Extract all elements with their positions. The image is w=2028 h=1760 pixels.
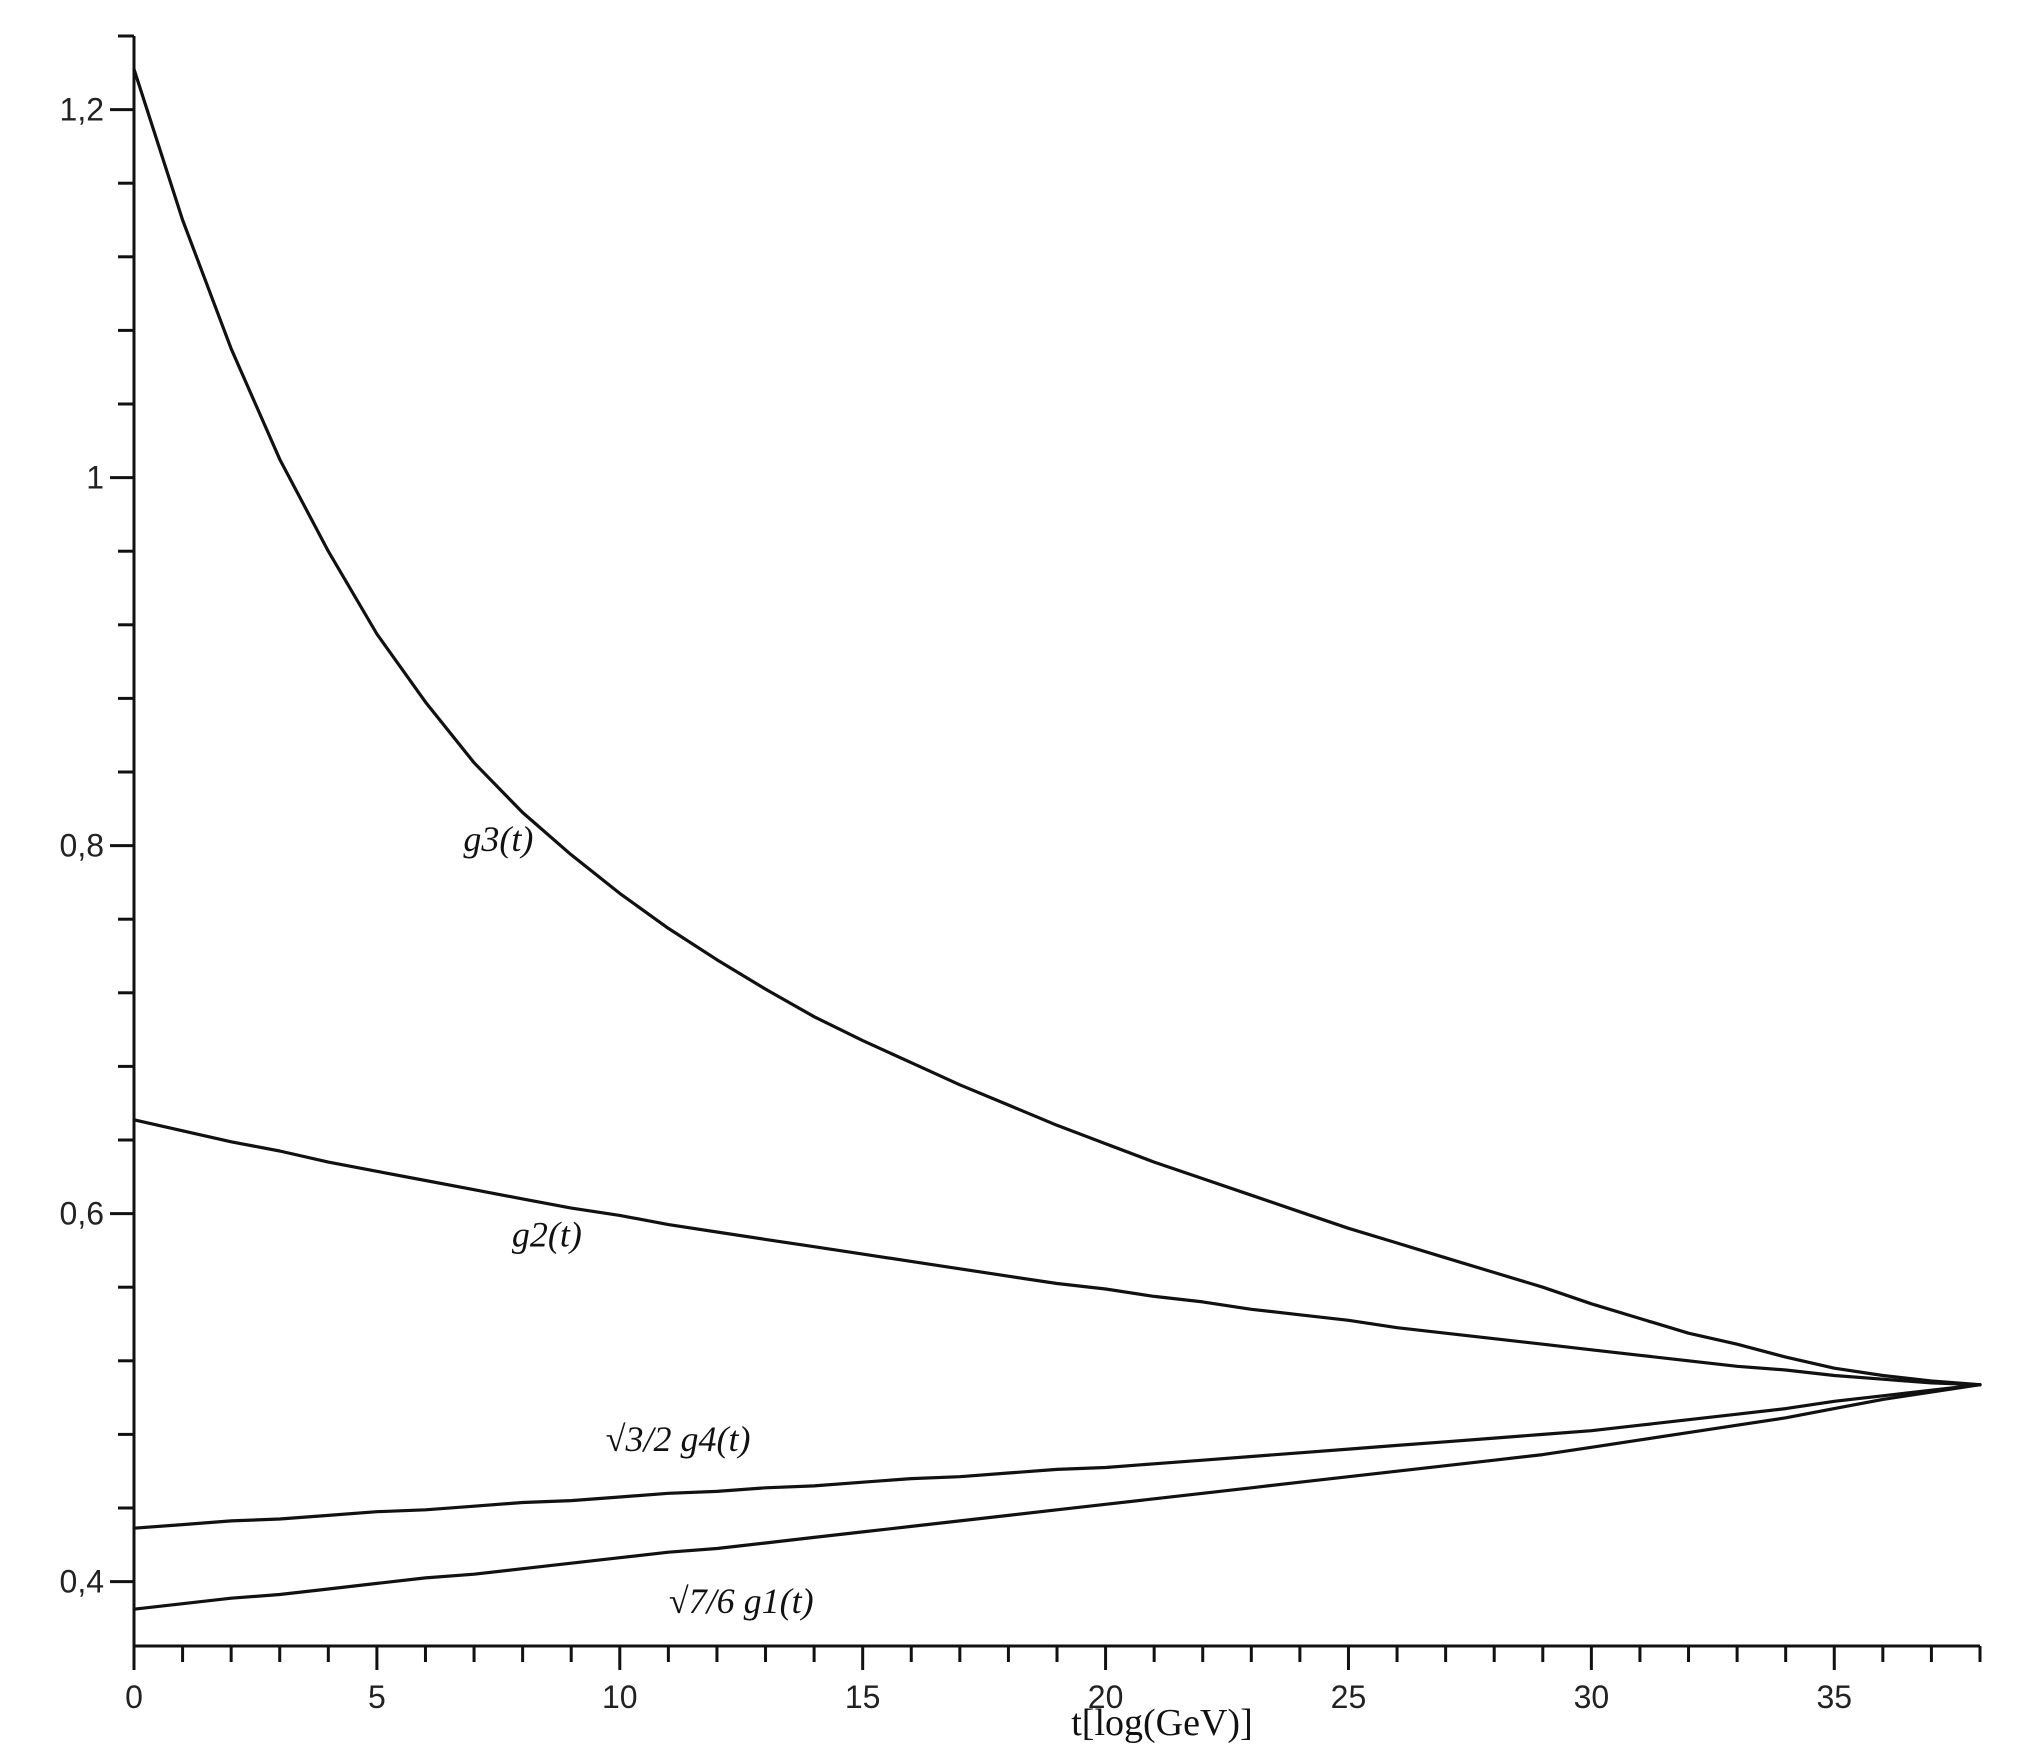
series-label-2: g2(t) <box>512 1215 582 1255</box>
y-tick-label: 1 <box>86 460 104 496</box>
x-tick-label: 15 <box>845 1679 881 1715</box>
series-line-3 <box>132 1383 1982 1530</box>
x-tick-label: 20 <box>1088 1679 1124 1715</box>
series-label-3: √3/2 g4(t) <box>606 1419 751 1459</box>
x-tick-label: 35 <box>1816 1679 1852 1715</box>
x-tick-label: 5 <box>368 1679 386 1715</box>
series-label-4: √7/6 g1(t) <box>669 1581 814 1621</box>
x-axis-label: t[log(GeV)] <box>1071 1702 1252 1744</box>
axes: 0 5 10 15 20 25 30 35 0,4 0,6 0,8 1 1,2 <box>60 34 1982 1715</box>
x-tick-label: 0 <box>125 1679 143 1715</box>
x-tick-label: 25 <box>1331 1679 1367 1715</box>
y-tick-label: 0,4 <box>60 1564 104 1600</box>
y-tick-label: 1,2 <box>60 92 104 128</box>
series-line-4 <box>132 1383 1982 1611</box>
series-labels: g3(t) g2(t) √3/2 g4(t) √7/6 g1(t) <box>463 819 813 1621</box>
x-tick-label: 10 <box>602 1679 638 1715</box>
y-tick-label: 0,6 <box>60 1196 104 1232</box>
x-tick-label: 30 <box>1574 1679 1610 1715</box>
y-tick-label: 0,8 <box>60 828 104 864</box>
series-label-1: g3(t) <box>463 819 533 859</box>
series-line-2 <box>132 1118 1982 1387</box>
series-group <box>132 67 1982 1611</box>
series-line-1 <box>132 67 1982 1387</box>
